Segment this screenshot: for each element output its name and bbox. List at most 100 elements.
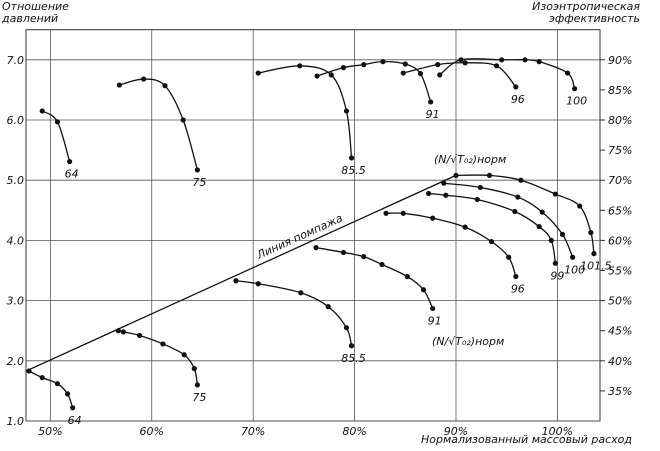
y2-tick-label: 40% — [608, 355, 632, 368]
y2-tick-label: 60% — [608, 234, 632, 247]
point — [180, 117, 186, 123]
point — [348, 343, 355, 349]
y2-tick-label: 75% — [608, 144, 632, 157]
series-label: 75 — [192, 391, 206, 404]
series-label: 101.5 — [580, 260, 612, 273]
point — [348, 155, 355, 161]
point — [420, 287, 427, 293]
point — [402, 61, 408, 67]
series-line — [386, 212, 517, 277]
y-tick-label: 5.0 — [7, 174, 25, 187]
point — [298, 290, 304, 296]
series-line — [316, 60, 432, 103]
series-label: 100 — [564, 263, 585, 276]
point — [577, 203, 583, 209]
y-tick-label: 7.0 — [7, 54, 25, 67]
point — [536, 59, 542, 65]
point — [162, 83, 168, 89]
point — [522, 57, 528, 63]
point — [54, 119, 61, 125]
point — [194, 382, 200, 388]
point — [570, 254, 576, 260]
series-label: 99 — [550, 269, 564, 282]
point — [343, 325, 350, 331]
x-tick-label: 60% — [140, 425, 164, 438]
series-label: 100 — [566, 95, 587, 108]
point — [513, 273, 519, 280]
point — [340, 249, 347, 256]
point — [116, 82, 122, 88]
series-label: 96 — [511, 93, 525, 106]
point — [488, 239, 495, 245]
point — [70, 405, 76, 411]
point — [430, 215, 436, 221]
point — [67, 158, 73, 165]
x-tick-label: 70% — [241, 425, 265, 438]
point — [160, 341, 166, 347]
y2-tick-label: 85% — [608, 84, 632, 97]
point — [328, 72, 334, 78]
y2-tick-label: 55% — [608, 265, 632, 278]
point — [443, 192, 449, 198]
series-line — [28, 370, 74, 408]
point — [194, 167, 200, 173]
point — [343, 108, 350, 114]
y2-tick-label: 50% — [608, 295, 632, 308]
point — [325, 304, 331, 310]
point — [39, 375, 45, 381]
point — [233, 278, 239, 284]
point — [588, 229, 594, 236]
series-label: 64 — [68, 414, 82, 427]
series-line — [315, 246, 434, 309]
series-label: Линия помпажа — [254, 211, 345, 262]
point — [340, 65, 347, 71]
point — [120, 329, 126, 335]
point — [191, 366, 197, 372]
point — [361, 62, 367, 68]
point — [572, 86, 578, 92]
y2-tick-label: 35% — [608, 385, 632, 398]
series-label: 96 — [511, 283, 525, 296]
x-tick-label: 80% — [342, 425, 366, 438]
point — [361, 254, 367, 260]
point — [141, 76, 147, 82]
y2-tick-label: 80% — [608, 114, 632, 127]
point — [591, 251, 597, 257]
x-tick-label: 100% — [542, 425, 573, 438]
point — [313, 245, 319, 251]
point — [435, 62, 441, 68]
series-label: 85.5 — [341, 352, 366, 365]
point — [515, 194, 521, 200]
series-line — [118, 330, 199, 385]
series-label: 64 — [65, 168, 79, 181]
point — [486, 172, 493, 178]
y-tick-label: 3.0 — [7, 295, 25, 308]
point — [314, 73, 320, 79]
point — [417, 71, 424, 77]
point — [462, 224, 468, 230]
y-tick-label: 6.0 — [7, 114, 25, 127]
series-line — [119, 78, 199, 171]
point — [380, 59, 386, 65]
point — [404, 273, 410, 280]
point — [518, 177, 524, 183]
series-label: 75 — [192, 176, 206, 189]
point — [181, 352, 187, 358]
y-tick-label: 4.0 — [7, 234, 25, 247]
point — [458, 57, 464, 63]
x-axis-label: Нормализованный массовый расход — [421, 433, 632, 446]
series-line — [25, 174, 457, 372]
point — [506, 254, 512, 260]
point — [552, 260, 558, 266]
point — [513, 84, 519, 90]
series-label: 85.5 — [341, 164, 366, 177]
point — [297, 63, 303, 69]
point — [400, 70, 406, 76]
point — [426, 190, 432, 197]
x-tick-label: 90% — [444, 425, 468, 438]
series-label: 91 — [428, 314, 442, 327]
point — [383, 210, 389, 216]
point — [548, 237, 554, 243]
point — [255, 70, 261, 76]
point — [400, 210, 406, 216]
